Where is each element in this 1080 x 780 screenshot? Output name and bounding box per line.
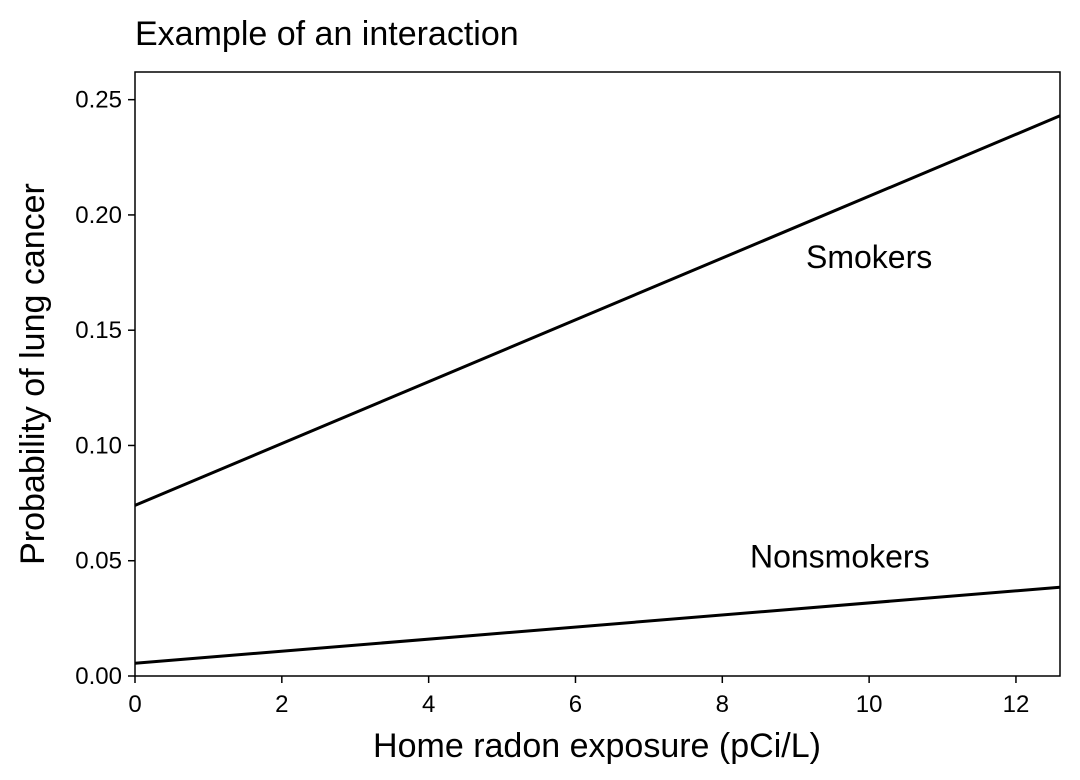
series-line-nonsmokers [134, 585, 1061, 665]
x-tick-label: 10 [856, 691, 883, 718]
x-tick-label: 2 [275, 691, 288, 718]
x-axis-ticks: 0 2 4 6 8 10 12 [128, 676, 1029, 718]
annotation-smokers: Smokers [806, 239, 932, 275]
y-tick-label: 0.05 [75, 548, 122, 575]
x-tick-label: 0 [128, 691, 141, 718]
x-tick-label: 6 [569, 691, 582, 718]
annotations: Smokers Nonsmokers [750, 239, 932, 575]
y-tick-label: 0.15 [75, 317, 122, 344]
y-axis-ticks: 0.00 0.05 0.10 0.15 0.20 0.25 [75, 87, 135, 690]
x-tick-label: 12 [1003, 691, 1030, 718]
series-layer [134, 114, 1061, 665]
annotation-nonsmokers: Nonsmokers [750, 539, 930, 575]
chart-title: Example of an interaction [135, 15, 519, 53]
y-tick-label: 0.10 [75, 432, 122, 459]
x-axis-label: Home radon exposure (pCi/L) [373, 727, 821, 765]
plot-area [134, 71, 1061, 677]
series-line-smokers [134, 114, 1061, 507]
y-tick-label: 0.25 [75, 87, 122, 114]
y-tick-label: 0.20 [75, 202, 122, 229]
y-tick-label: 0.00 [75, 663, 122, 690]
x-tick-label: 4 [422, 691, 435, 718]
x-tick-label: 8 [716, 691, 729, 718]
y-axis-label: Probability of lung cancer [14, 183, 52, 565]
plot-frame [134, 71, 1061, 677]
